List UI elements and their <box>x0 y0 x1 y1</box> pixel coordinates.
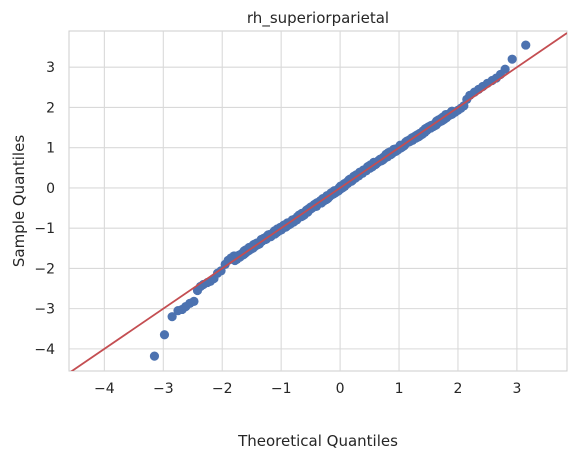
y-tick-label: 3 <box>46 60 55 76</box>
x-tick-label: −4 <box>94 381 115 397</box>
y-tick-label: −3 <box>34 302 55 318</box>
x-tick-label: 2 <box>454 381 463 397</box>
y-tick-label: −2 <box>34 261 55 277</box>
y-tick-label: 1 <box>46 141 55 157</box>
y-axis-label: Sample Quantiles <box>10 135 28 267</box>
x-tick-label: 0 <box>336 381 345 397</box>
y-tick-label: 0 <box>46 181 55 197</box>
x-tick-label: 1 <box>395 381 404 397</box>
x-tick-label: −1 <box>271 381 292 397</box>
data-point <box>500 64 510 74</box>
grid-lines <box>69 31 567 371</box>
x-tick-label: 3 <box>512 381 521 397</box>
data-point <box>189 296 199 306</box>
data-point <box>167 312 177 322</box>
data-point <box>159 330 170 340</box>
y-tick-labels: −4 −3 −2 −1 0 1 2 3 <box>34 60 55 358</box>
reference-line <box>70 32 567 371</box>
x-tick-labels: −4 −3 −2 −1 0 1 2 3 <box>94 381 521 397</box>
y-tick-label: 2 <box>46 100 55 116</box>
y-tick-label: −4 <box>34 342 55 358</box>
chart-title: rh_superiorparietal <box>247 9 389 28</box>
x-tick-label: −3 <box>153 381 174 397</box>
data-point <box>521 40 531 50</box>
data-point <box>507 54 517 64</box>
data-point <box>149 351 160 361</box>
x-axis-label: Theoretical Quantiles <box>237 432 398 450</box>
x-tick-label: −2 <box>212 381 233 397</box>
y-tick-label: −1 <box>34 221 55 237</box>
